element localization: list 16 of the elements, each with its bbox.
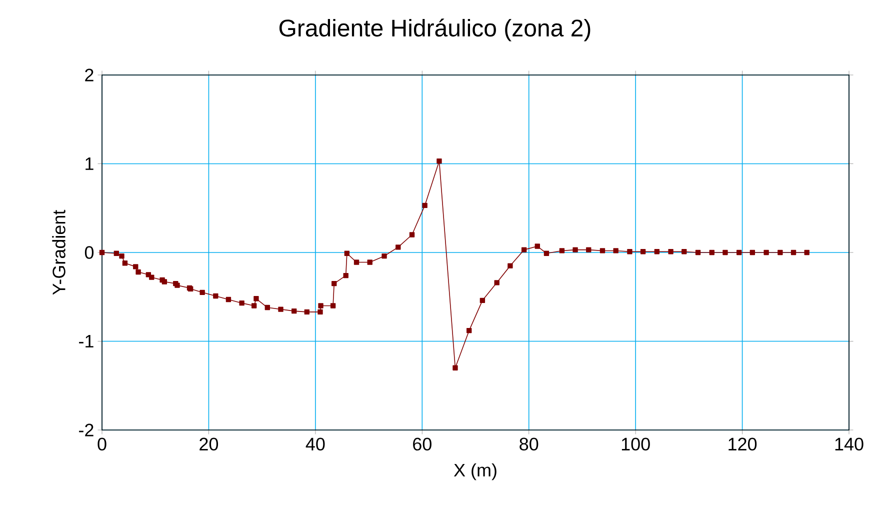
x-tick-label: 20 (200, 438, 218, 450)
y-tick-label: -1 (79, 335, 94, 348)
y-tick-label: -2 (79, 424, 94, 436)
x-axis-title: X (m) (454, 463, 496, 480)
x-tick-label: 140 (835, 438, 864, 450)
x-tick-label: 120 (728, 438, 757, 450)
x-tick-label: 40 (306, 438, 325, 450)
x-tick-label: 0 (98, 438, 106, 450)
x-tick-label: 80 (520, 438, 538, 450)
y-tick-label: 2 (85, 68, 94, 82)
y-axis-title: Y-Gradient (52, 210, 66, 295)
y-tick-label: 1 (86, 158, 94, 170)
x-tick-label: 100 (622, 438, 650, 450)
x-tick-label: 60 (413, 438, 432, 450)
chart-title: Gradiente Hidráulico (zona 2) (279, 18, 590, 42)
y-tick-label: 0 (84, 246, 94, 259)
